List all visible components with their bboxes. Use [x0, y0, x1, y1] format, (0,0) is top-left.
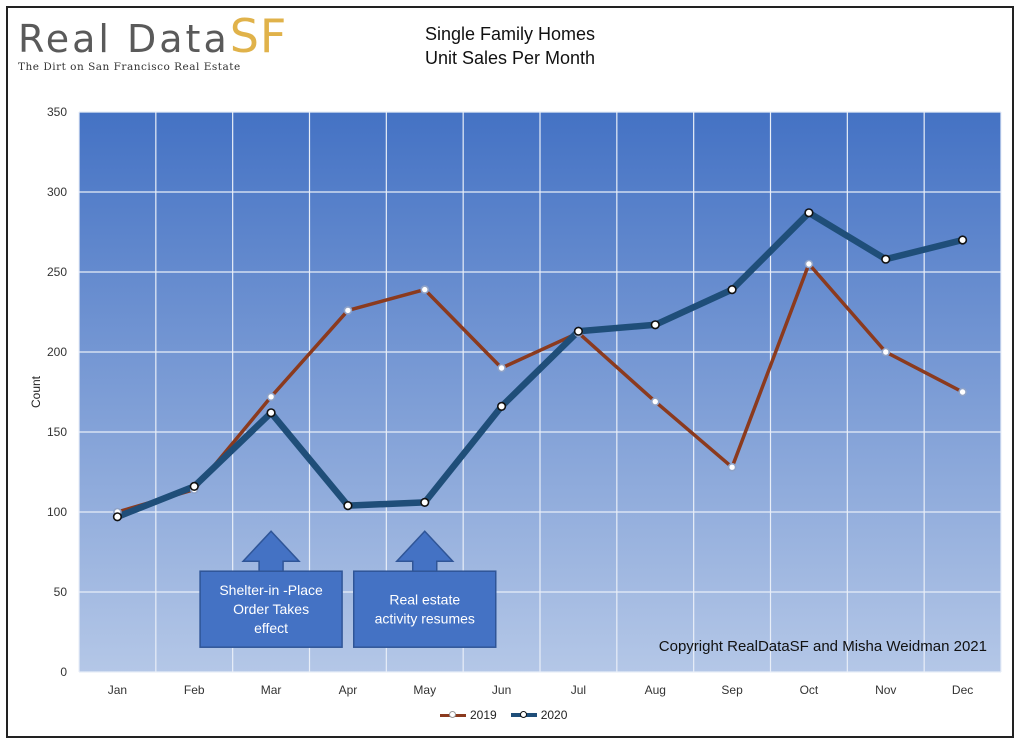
legend-swatch-2019 [440, 709, 466, 721]
point-2019-apr [343, 306, 353, 315]
logo-tagline: The Dirt on San Francisco Real Estate [18, 61, 241, 73]
x-tick-label-apr: Apr [339, 683, 358, 697]
legend-swatch-2020 [510, 709, 537, 721]
y-tick-label-200: 200 [47, 345, 67, 359]
point-2019-nov [881, 347, 891, 357]
series-line-2020 [114, 209, 966, 521]
x-tick-label-jul: Jul [571, 683, 586, 697]
x-tick-label-jun: Jun [492, 683, 511, 697]
y-tick-label-150: 150 [47, 425, 67, 439]
copyright-text: Copyright RealDataSF and Misha Weidman 2… [659, 638, 987, 655]
point-2020-jan [112, 512, 123, 522]
legend-label-2019: 2019 [470, 708, 497, 722]
y-tick-label-300: 300 [47, 185, 67, 199]
chart-title-block: Single Family Homes Unit Sales Per Month [380, 22, 640, 70]
point-2020-apr [343, 501, 353, 511]
point-2019-sep [727, 462, 737, 472]
point-2020-nov [881, 254, 891, 264]
x-tick-label-feb: Feb [184, 683, 205, 697]
chart-legend: 2019 2020 [440, 708, 567, 722]
point-2019-jun [497, 363, 506, 373]
realdatasf-logo: Real DataSF The Dirt on San Francisco Re… [18, 13, 287, 73]
y-tick-label-100: 100 [47, 505, 67, 519]
callout-text-1: Shelter-in -Place Order Takes effect [219, 582, 323, 636]
x-tick-label-mar: Mar [261, 683, 282, 697]
y-tick-label-350: 350 [47, 105, 67, 119]
point-2020-aug [650, 320, 660, 330]
logo-sf-text: SF [229, 9, 288, 63]
x-tick-label-nov: Nov [875, 683, 896, 697]
x-tick-label-jan: Jan [108, 683, 127, 697]
chart-subtitle: Unit Sales Per Month [424, 48, 596, 68]
point-2020-feb [189, 481, 199, 492]
logo-wordmark: Real DataSF [18, 13, 287, 61]
point-2020-mar [266, 408, 276, 418]
point-2019-mar [266, 392, 276, 402]
x-tick-label-may: May [413, 683, 436, 697]
callout-box-1 [199, 570, 343, 648]
x-tick-label-oct: Oct [800, 683, 819, 697]
logo-main-text: Real Data [18, 17, 230, 61]
point-2019-oct [804, 259, 814, 269]
series-line-2019 [115, 262, 965, 514]
point-2019-dec [958, 387, 967, 397]
callout-text-2: Real estate activity resumes [375, 592, 475, 627]
point-2019-aug [650, 397, 660, 406]
point-2020-dec [957, 235, 968, 245]
x-tick-label-dec: Dec [952, 683, 973, 697]
chart-title: Single Family Homes [424, 24, 596, 44]
y-tick-label-50: 50 [54, 585, 68, 599]
point-2020-jul [573, 326, 584, 336]
y-axis-label: Count [29, 375, 43, 408]
point-2020-oct [804, 208, 814, 218]
point-2020-jun [496, 401, 507, 412]
legend-label-2020: 2020 [540, 708, 568, 722]
y-tick-label-250: 250 [47, 265, 67, 279]
legend-item-2019: 2019 [440, 708, 497, 722]
point-2020-sep [727, 285, 737, 295]
x-tick-label-aug: Aug [645, 683, 666, 697]
callout-box-2 [353, 570, 497, 648]
point-2019-may [420, 285, 430, 294]
y-tick-label-0: 0 [60, 665, 67, 679]
legend-item-2020: 2020 [510, 708, 568, 722]
x-tick-label-sep: Sep [721, 683, 743, 697]
point-2020-may [420, 497, 430, 508]
